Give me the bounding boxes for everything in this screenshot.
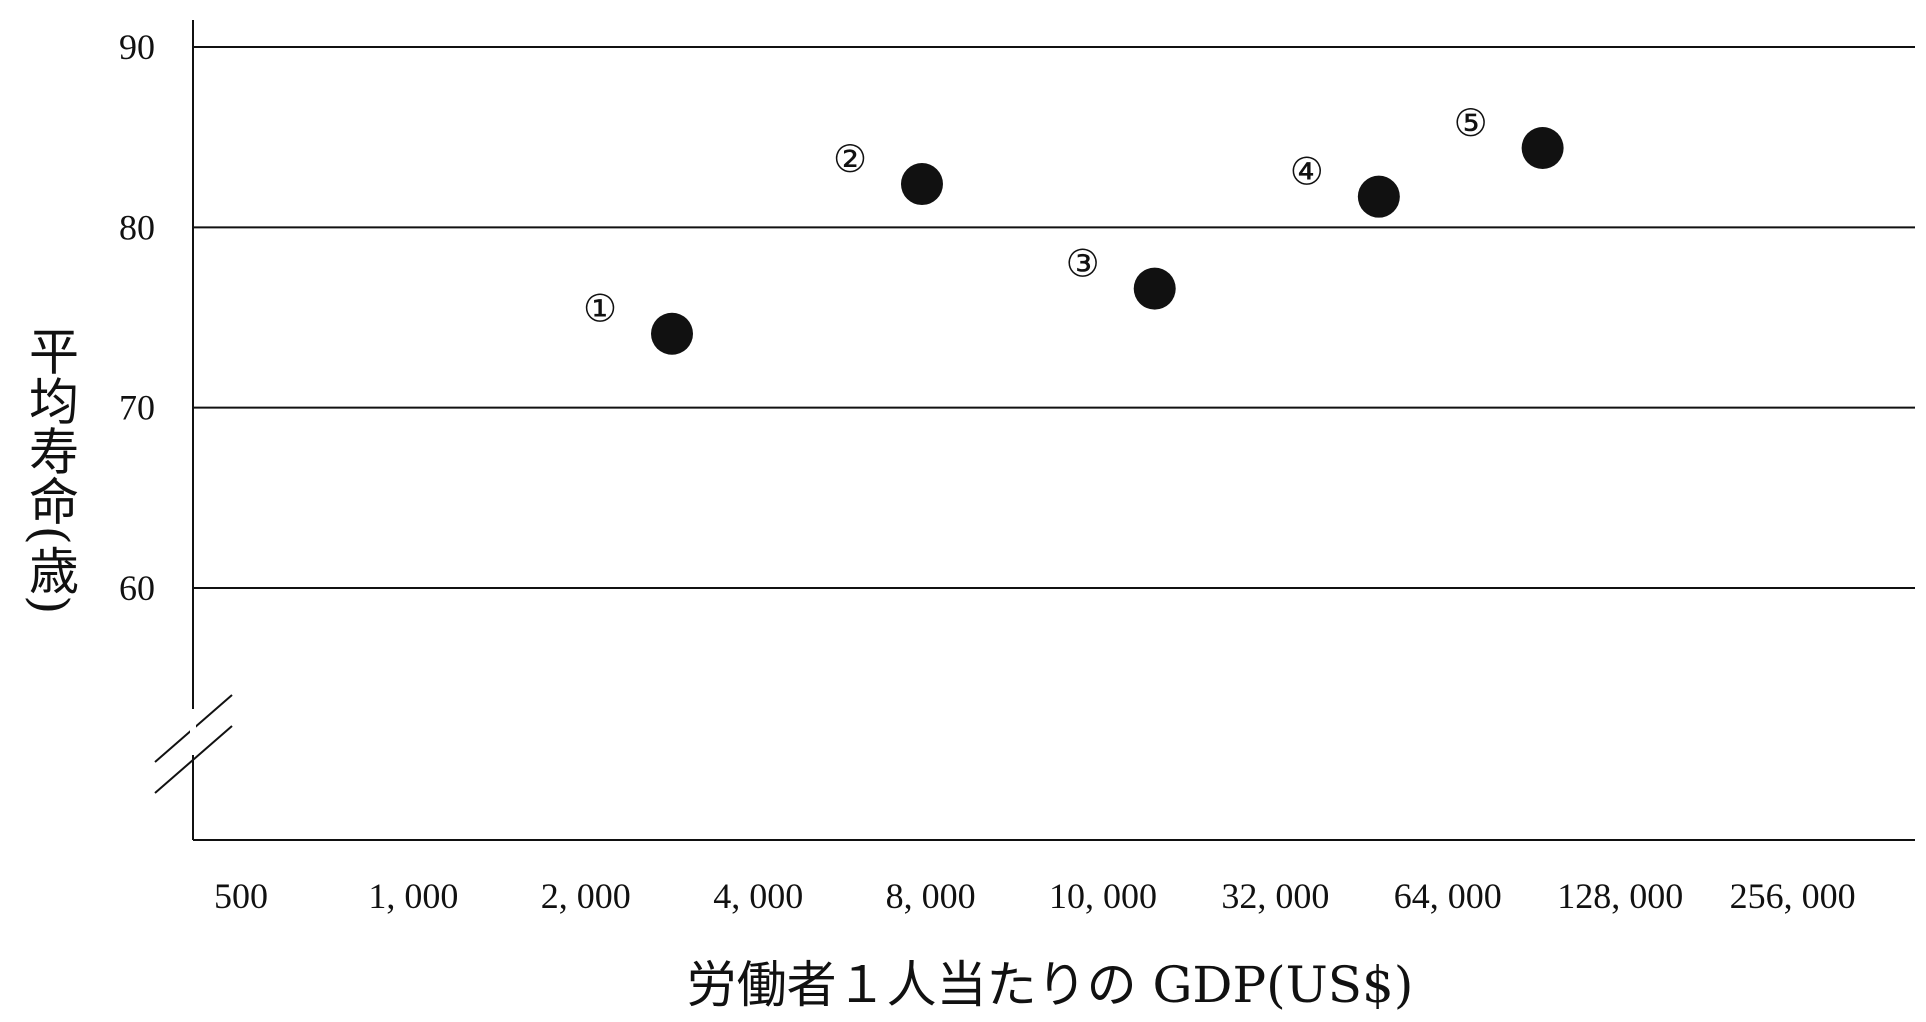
point-label-1: ①	[583, 289, 617, 331]
y-axis-title: 平均寿命(歳)	[21, 325, 79, 614]
x-tick-label-8: 128, 000	[1557, 876, 1683, 916]
point-label-2: ②	[833, 139, 867, 181]
x-tick-label-9: 256, 000	[1730, 876, 1856, 916]
data-point-1	[651, 312, 693, 355]
data-point-4	[1357, 175, 1400, 218]
data-point-2	[900, 163, 943, 206]
data-points	[651, 126, 1564, 355]
x-tick-label-2: 2, 000	[541, 876, 631, 916]
x-tick-labels: 500 1, 000 2, 000 4, 000 8, 000 10, 000 32, 00…	[214, 876, 1856, 916]
y-tick-labels: 60 70 80 90	[119, 27, 155, 608]
point-label-5: ⑤	[1454, 103, 1488, 145]
y-tick-label-80: 80	[119, 207, 155, 247]
y-tick-label-70: 70	[119, 388, 155, 428]
x-tick-label-6: 32, 000	[1221, 876, 1329, 916]
data-point-3	[1133, 267, 1176, 310]
y-tick-label-60: 60	[119, 568, 155, 608]
x-tick-label-1: 1, 000	[368, 876, 458, 916]
x-axis-title: 労働者１人当たりの GDP(US$)	[687, 956, 1414, 1014]
gridlines	[193, 46, 1915, 589]
axes	[154, 20, 1915, 841]
x-tick-label-7: 64, 000	[1394, 876, 1502, 916]
x-tick-label-0: 500	[214, 876, 268, 916]
point-labels: ① ② ③ ④ ⑤	[583, 103, 1488, 331]
y-tick-label-90: 90	[119, 27, 155, 67]
axis-break-mark-upper	[154, 725, 233, 794]
point-label-4: ④	[1290, 152, 1324, 194]
point-label-3: ③	[1066, 244, 1100, 286]
data-point-5	[1521, 126, 1564, 169]
x-tick-label-4: 8, 000	[886, 876, 976, 916]
x-tick-label-5: 10, 000	[1049, 876, 1157, 916]
x-tick-label-3: 4, 000	[713, 876, 803, 916]
